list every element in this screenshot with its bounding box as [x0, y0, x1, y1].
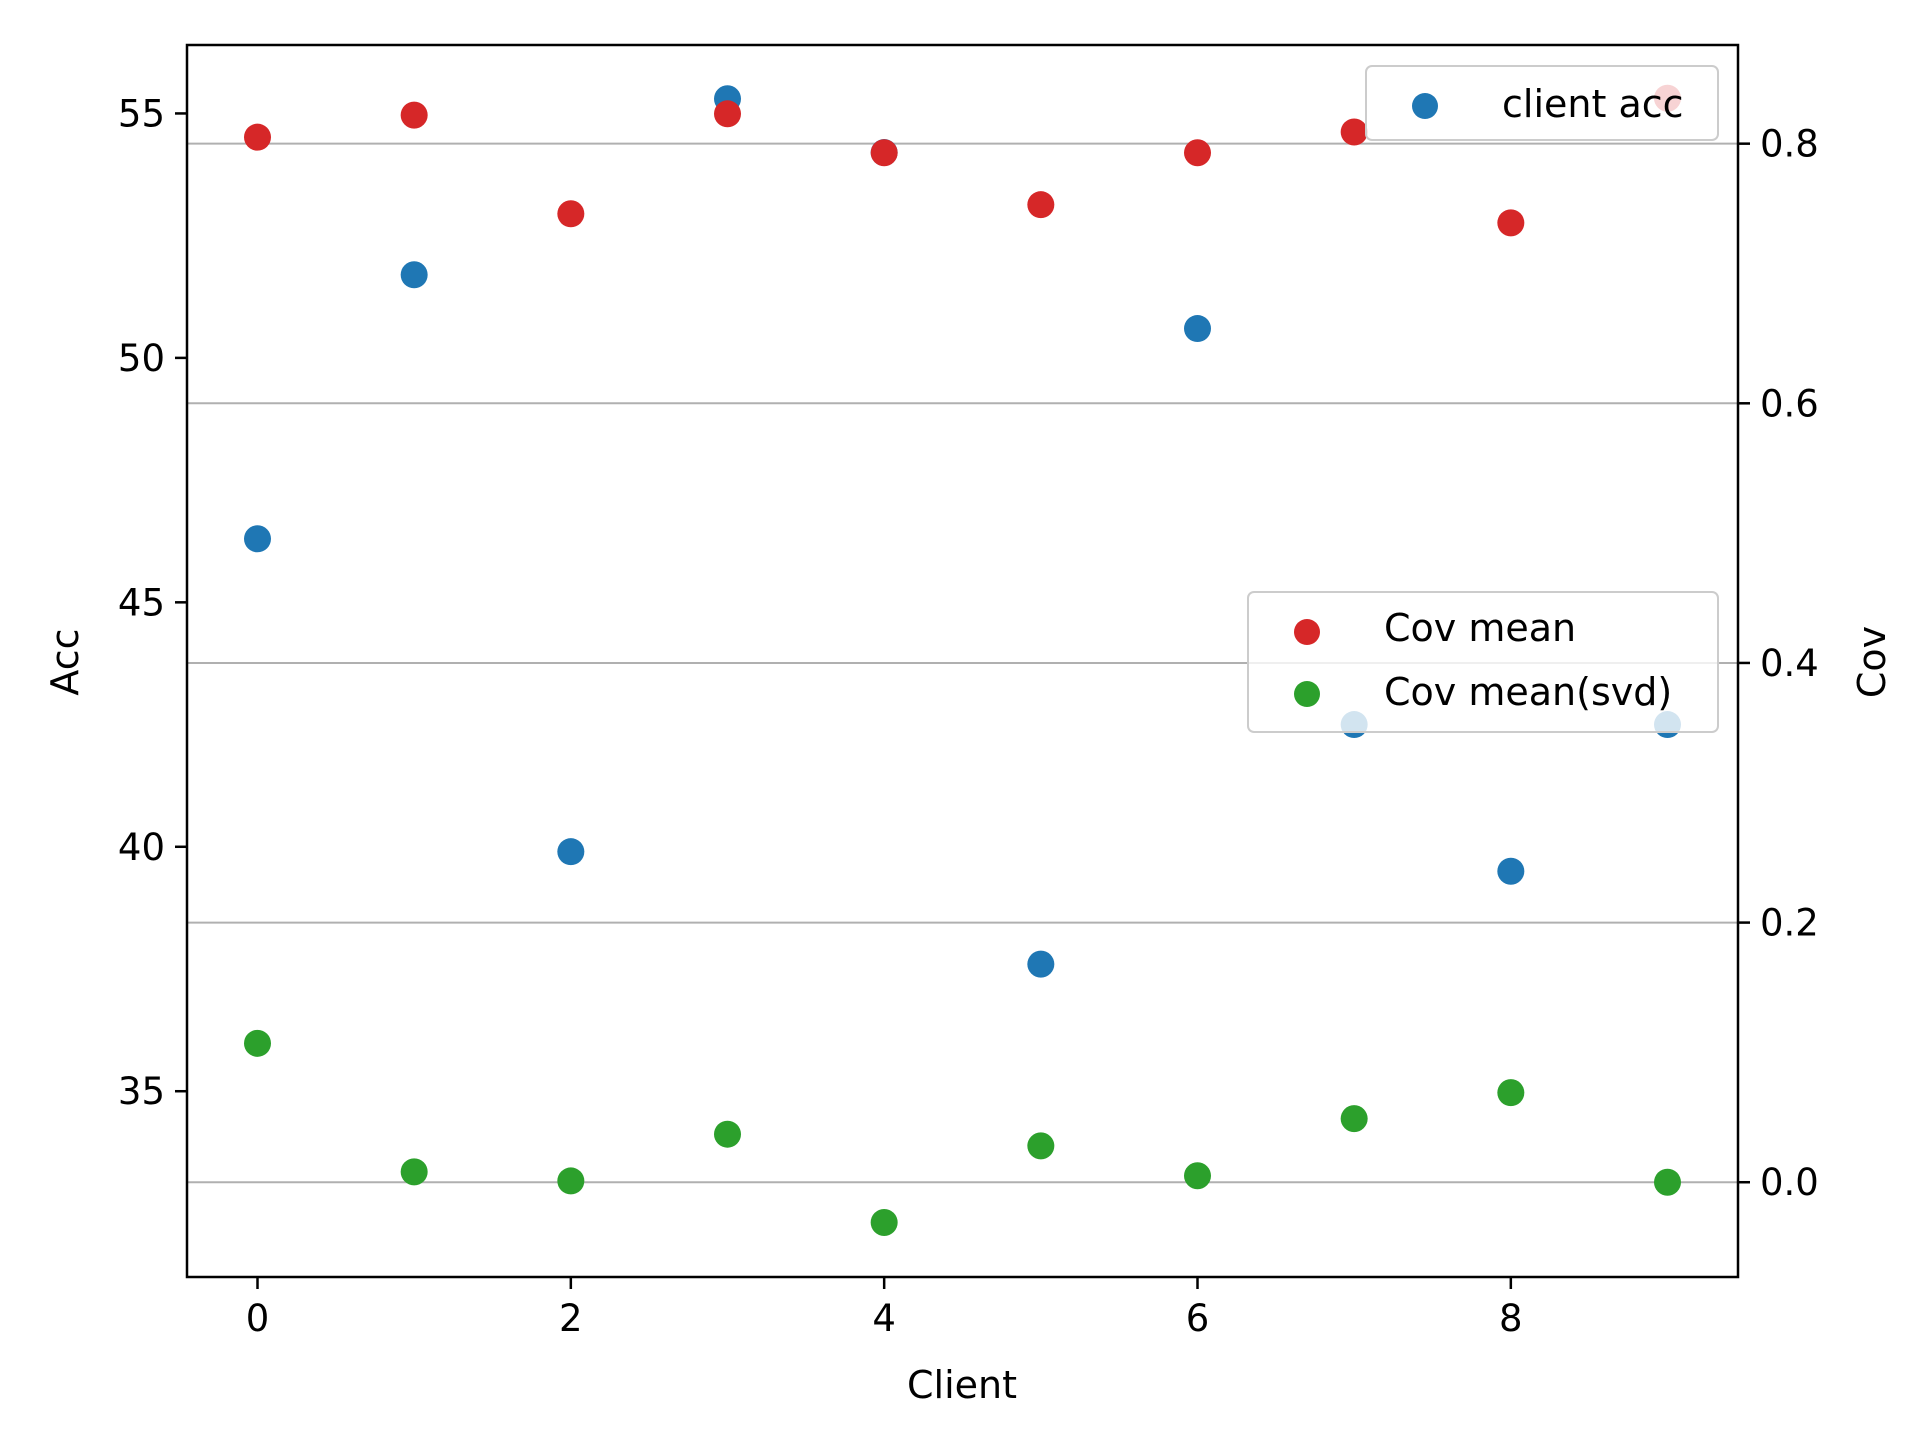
point-client-acc	[1497, 857, 1525, 885]
point-cov-mean	[400, 101, 428, 129]
point-cov-mean	[557, 200, 585, 228]
plot-frame	[185, 43, 1740, 1279]
point-cov-mean-svd	[1027, 1132, 1055, 1160]
x-tick-label: 2	[559, 1297, 583, 1340]
legend-label-cov-mean-svd: Cov mean(svd)	[1384, 670, 1672, 714]
legend-label-cov-mean: Cov mean	[1384, 606, 1576, 650]
point-cov-mean-svd	[1654, 1168, 1681, 1196]
point-cov-mean-svd	[557, 1167, 585, 1195]
point-cov-mean-svd	[244, 1029, 271, 1057]
right-y-axis-label: Cov	[1850, 626, 1894, 698]
point-cov-mean	[1340, 118, 1368, 146]
point-cov-mean-svd	[714, 1120, 741, 1148]
legend-box	[1247, 591, 1719, 733]
right-y-tick-label: 0.6	[1760, 382, 1819, 425]
right-y-tick-label: 0.4	[1760, 642, 1819, 685]
right-y-tick-label: 0.0	[1760, 1161, 1819, 1204]
point-cov-mean-svd	[1497, 1079, 1525, 1107]
x-tick-label: 4	[872, 1297, 896, 1340]
x-tick-label: 0	[246, 1297, 270, 1340]
legend-box	[1365, 65, 1719, 141]
point-cov-mean	[244, 123, 271, 151]
point-cov-mean	[1027, 191, 1055, 219]
axis-ticks: 0 2 4 6 8 35 40 45 50 55 0.0 0.2 0.4 0.6 0.8	[118, 92, 1819, 1340]
point-cov-mean-svd	[870, 1208, 898, 1236]
left-y-tick-label: 40	[118, 826, 165, 869]
point-cov-mean	[1184, 139, 1211, 167]
point-cov-mean	[1497, 209, 1525, 237]
right-y-tick-label: 0.8	[1760, 123, 1819, 166]
left-y-tick-label: 55	[118, 92, 165, 135]
left-y-tick-label: 45	[118, 581, 165, 624]
point-client-acc	[557, 838, 585, 866]
legend-marker-client-acc	[1412, 93, 1438, 119]
legend-cov: Cov mean Cov mean(svd)	[1247, 591, 1719, 733]
point-cov-mean-svd	[1340, 1105, 1368, 1133]
x-tick-label: 6	[1186, 1297, 1210, 1340]
x-axis-label: Client	[907, 1363, 1017, 1407]
legend-marker-cov-mean-svd	[1294, 681, 1320, 707]
x-tick-label: 8	[1499, 1297, 1523, 1340]
left-y-tick-label: 50	[118, 337, 165, 380]
point-client-acc	[244, 525, 271, 553]
point-cov-mean-svd	[400, 1158, 428, 1186]
legend-label-client-acc: client acc	[1502, 82, 1684, 126]
left-y-tick-label: 35	[118, 1070, 165, 1113]
right-y-tick-label: 0.2	[1760, 902, 1819, 945]
legend-marker-cov-mean	[1294, 619, 1320, 645]
point-cov-mean-svd	[1184, 1162, 1211, 1190]
legend-client-acc: client acc	[1365, 65, 1719, 141]
point-cov-mean	[870, 139, 898, 167]
point-cov-mean	[714, 100, 741, 128]
left-y-axis-label: Acc	[43, 628, 87, 695]
point-client-acc	[1184, 315, 1211, 343]
point-client-acc	[400, 261, 428, 289]
point-client-acc	[1027, 950, 1055, 978]
